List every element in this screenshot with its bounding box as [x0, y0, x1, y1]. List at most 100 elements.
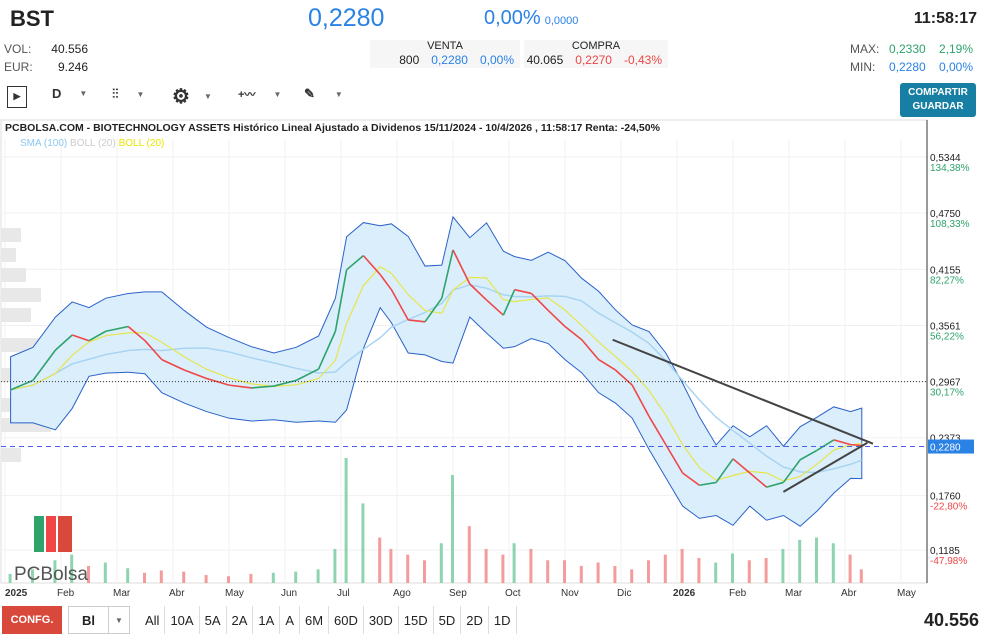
- volume-bar: [423, 560, 426, 583]
- y-tick-pct: -47,98%: [930, 556, 967, 567]
- legend-boll-2[interactable]: BOLL (20): [118, 138, 165, 149]
- price-segment: [699, 481, 717, 487]
- range-buttons: All 10A 5A 2A 1A A 6M 60D 30D 15D 5D 2D 1D: [140, 606, 517, 634]
- volume-bar: [563, 560, 566, 583]
- volume-bar: [663, 554, 667, 583]
- x-tick-label: 2025: [5, 588, 28, 599]
- compra-label: COMPRA: [571, 40, 621, 52]
- legend-boll-1[interactable]: BOLL (20): [70, 138, 116, 149]
- price-segment: [530, 292, 549, 312]
- share-label: COMPARTIR: [908, 87, 968, 98]
- config-button[interactable]: CONFG.: [2, 606, 62, 634]
- volume-bar: [484, 548, 488, 583]
- min-pct: 0,00%: [939, 60, 974, 74]
- panel-toggle-button[interactable]: ▶: [7, 86, 27, 108]
- price-segment: [183, 369, 207, 380]
- settings-dropdown[interactable]: ⚙ ▼: [172, 84, 212, 109]
- bollinger-band: [10, 215, 863, 527]
- y-tick-label: 0,4155: [930, 265, 961, 276]
- volume-bar: [294, 571, 298, 583]
- volume-bar: [647, 560, 650, 583]
- volume-profile-bar: [1, 248, 16, 262]
- indicators-dropdown[interactable]: +〰 ▼: [238, 86, 281, 102]
- vol-value: 40.556: [51, 42, 88, 56]
- price-chart[interactable]: 2025 Feb Mar Abr May Jun Jul Ago Sep Oct Nov Dic 202…: [0, 118, 991, 604]
- price-segment: [665, 444, 684, 474]
- x-tick-label: Mar: [785, 588, 803, 599]
- price-segment: [317, 330, 337, 370]
- trendline: [612, 338, 874, 445]
- volume-bar: [159, 570, 163, 583]
- range-5a[interactable]: 5A: [200, 606, 227, 634]
- range-2a[interactable]: 2A: [227, 606, 254, 634]
- volume-profile-bar: [1, 308, 31, 322]
- volume-bar: [182, 571, 186, 583]
- panel-toggle-icon: ▶: [7, 86, 27, 108]
- price-segment: [850, 443, 862, 447]
- candles-icon: ⫶⫶: [112, 86, 119, 101]
- price-segment: [452, 249, 471, 285]
- x-tick-label: Oct: [505, 588, 521, 599]
- venta-qty: 800: [399, 53, 420, 67]
- range-1a[interactable]: 1A: [253, 606, 281, 634]
- y-tick-pct: 82,27%: [930, 275, 964, 286]
- last-price: 0,2280: [308, 4, 385, 32]
- volume-bar: [53, 560, 57, 583]
- venta-box: VENTA 800 0,2280 0,00%: [370, 40, 520, 68]
- sma-line: [10, 284, 863, 474]
- range-15d[interactable]: 15D: [399, 606, 434, 634]
- volume-bar: [8, 573, 12, 583]
- x-tick-label: Nov: [561, 588, 579, 599]
- price-segment: [362, 255, 381, 276]
- volume-bar: [333, 548, 337, 583]
- logo-mark: [34, 516, 44, 552]
- price-segment: [766, 481, 784, 488]
- x-tick-label: Feb: [57, 588, 75, 599]
- price-segment: [346, 255, 364, 271]
- volume-bar: [848, 554, 852, 583]
- volume-profile-bar: [1, 228, 21, 242]
- logo-mark: [58, 516, 72, 552]
- range-1d[interactable]: 1D: [489, 606, 517, 634]
- range-6m[interactable]: 6M: [300, 606, 330, 634]
- volume-bar: [439, 543, 443, 583]
- range-all[interactable]: All: [140, 606, 166, 634]
- price-segment: [379, 274, 393, 291]
- range-a[interactable]: A: [280, 606, 300, 634]
- volume-bar: [316, 569, 320, 583]
- compra-price: 0,2270: [575, 53, 612, 67]
- period-dropdown[interactable]: D ▼: [52, 86, 87, 101]
- chart-type-dropdown[interactable]: ⫶⫶ ▼: [112, 86, 144, 102]
- range-30d[interactable]: 30D: [364, 606, 399, 634]
- range-60d[interactable]: 60D: [329, 606, 364, 634]
- price-segment: [514, 288, 532, 295]
- volume-bar: [271, 572, 275, 583]
- scale-select[interactable]: Bl ▼: [68, 606, 130, 634]
- volume-bar: [344, 458, 348, 583]
- volume-bar: [143, 572, 146, 583]
- share-save-button[interactable]: COMPARTIR GUARDAR: [900, 83, 976, 117]
- range-5d[interactable]: 5D: [434, 606, 462, 634]
- chevron-down-icon: ▼: [334, 89, 343, 99]
- volume-bar: [529, 548, 533, 583]
- y-tick-label: 0,4750: [930, 209, 961, 220]
- x-tick-label: May: [897, 588, 916, 599]
- price-segment: [502, 289, 516, 316]
- legend-sma[interactable]: SMA (100): [20, 138, 68, 149]
- volume-bar: [451, 475, 454, 583]
- volume-bar: [798, 539, 802, 583]
- gear-icon: ⚙: [172, 86, 190, 108]
- price-segment: [782, 459, 801, 483]
- volume-bar: [596, 562, 600, 583]
- drawing-dropdown[interactable]: ✎ ▼: [304, 86, 343, 102]
- range-10a[interactable]: 10A: [165, 606, 200, 634]
- volume-bar: [361, 503, 365, 583]
- volume-bar: [126, 568, 130, 583]
- range-2d[interactable]: 2D: [461, 606, 489, 634]
- price-segment: [631, 384, 650, 417]
- price-segment: [564, 325, 583, 341]
- price-segment: [105, 325, 129, 333]
- volume-bar: [697, 558, 701, 583]
- footer-volume: 40.556: [923, 610, 979, 630]
- y-tick-label: 0,1760: [930, 492, 961, 503]
